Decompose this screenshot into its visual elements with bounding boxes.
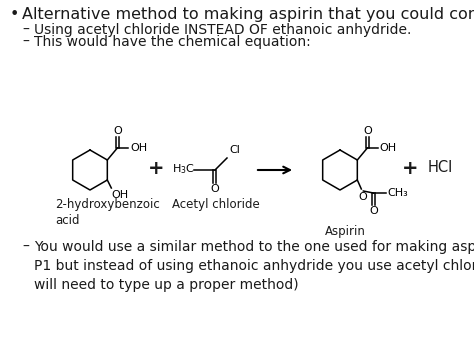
Text: H$_3$C: H$_3$C (172, 162, 195, 176)
Text: O: O (369, 206, 378, 216)
Text: O: O (358, 192, 367, 202)
Text: O: O (113, 126, 122, 136)
Text: Acetyl chloride: Acetyl chloride (172, 198, 260, 211)
Text: O: O (363, 126, 372, 136)
Text: •: • (10, 7, 19, 22)
Text: CH₃: CH₃ (387, 188, 408, 198)
Text: –: – (22, 35, 29, 49)
Text: You would use a similar method to the one used for making aspirin for
P1 but ins: You would use a similar method to the on… (34, 240, 474, 292)
Text: –: – (22, 23, 29, 37)
Text: Aspirin: Aspirin (325, 225, 366, 238)
Text: Using acetyl chloride INSTEAD OF ethanoic anhydride.: Using acetyl chloride INSTEAD OF ethanoi… (34, 23, 411, 37)
Text: OH: OH (379, 143, 396, 153)
Text: 2-hydroxybenzoic
acid: 2-hydroxybenzoic acid (55, 198, 160, 227)
Text: Alternative method to making aspirin that you could consider:: Alternative method to making aspirin tha… (22, 7, 474, 22)
Text: O: O (210, 184, 219, 194)
Text: HCl: HCl (428, 160, 453, 175)
Text: Cl: Cl (229, 145, 240, 155)
Text: +: + (148, 158, 164, 178)
Text: OH: OH (111, 190, 128, 200)
Text: +: + (402, 158, 418, 178)
Text: –: – (22, 240, 29, 254)
Text: This would have the chemical equation:: This would have the chemical equation: (34, 35, 311, 49)
Text: OH: OH (130, 143, 147, 153)
